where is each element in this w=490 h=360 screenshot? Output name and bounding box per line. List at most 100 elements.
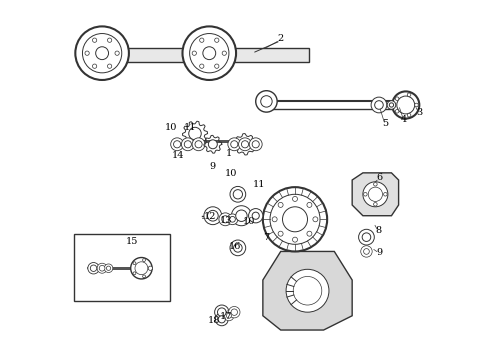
Circle shape xyxy=(104,264,113,273)
Text: 9: 9 xyxy=(376,248,382,257)
Text: 10: 10 xyxy=(225,169,238,178)
Circle shape xyxy=(230,240,245,256)
Circle shape xyxy=(199,64,204,68)
Circle shape xyxy=(293,237,297,242)
Circle shape xyxy=(364,193,367,196)
Circle shape xyxy=(215,313,228,326)
Text: 3: 3 xyxy=(416,108,422,117)
Circle shape xyxy=(190,33,229,73)
Circle shape xyxy=(278,202,283,207)
Circle shape xyxy=(286,269,329,312)
Circle shape xyxy=(222,51,226,55)
Text: 4: 4 xyxy=(401,116,407,125)
Circle shape xyxy=(272,217,277,222)
Circle shape xyxy=(362,233,371,242)
Circle shape xyxy=(240,139,250,150)
Circle shape xyxy=(143,258,146,261)
Text: 18: 18 xyxy=(207,315,220,324)
Circle shape xyxy=(231,309,238,315)
Circle shape xyxy=(226,313,231,318)
Circle shape xyxy=(395,109,399,113)
Circle shape xyxy=(387,101,396,109)
Circle shape xyxy=(313,217,318,222)
Circle shape xyxy=(192,138,205,151)
Circle shape xyxy=(395,97,399,100)
Polygon shape xyxy=(352,173,398,216)
Text: 10: 10 xyxy=(243,217,255,226)
Circle shape xyxy=(93,38,97,42)
Circle shape xyxy=(171,138,184,151)
Text: 11: 11 xyxy=(253,180,266,189)
Circle shape xyxy=(373,183,377,186)
Circle shape xyxy=(293,276,322,305)
Circle shape xyxy=(307,202,312,207)
Polygon shape xyxy=(102,48,309,62)
Circle shape xyxy=(252,212,259,219)
Text: 7: 7 xyxy=(263,233,269,242)
Circle shape xyxy=(215,64,219,68)
Text: 6: 6 xyxy=(376,173,382,182)
Circle shape xyxy=(390,103,393,107)
Circle shape xyxy=(397,96,415,114)
Circle shape xyxy=(107,38,112,42)
Circle shape xyxy=(184,141,192,148)
Circle shape xyxy=(133,272,136,275)
Circle shape xyxy=(90,265,97,271)
Circle shape xyxy=(93,64,97,68)
Circle shape xyxy=(261,96,272,107)
Circle shape xyxy=(189,127,201,140)
Circle shape xyxy=(133,262,136,265)
Circle shape xyxy=(359,229,374,245)
Circle shape xyxy=(181,138,194,151)
Circle shape xyxy=(278,231,283,236)
Circle shape xyxy=(228,138,241,151)
Circle shape xyxy=(252,141,259,148)
Circle shape xyxy=(248,208,263,223)
Circle shape xyxy=(368,187,383,202)
Circle shape xyxy=(148,266,152,270)
Circle shape xyxy=(215,38,219,42)
Circle shape xyxy=(407,93,411,96)
Circle shape xyxy=(148,267,151,270)
Circle shape xyxy=(234,244,242,252)
Circle shape xyxy=(256,91,277,112)
Text: 5: 5 xyxy=(382,119,388,128)
Circle shape xyxy=(115,51,119,55)
Circle shape xyxy=(239,138,251,151)
Circle shape xyxy=(135,262,148,275)
Circle shape xyxy=(192,51,196,55)
Circle shape xyxy=(204,207,222,225)
Circle shape xyxy=(364,249,369,254)
Circle shape xyxy=(99,265,105,271)
Circle shape xyxy=(215,305,229,319)
Text: 13: 13 xyxy=(220,216,232,225)
Text: 9: 9 xyxy=(209,162,215,171)
Text: 1: 1 xyxy=(226,149,232,158)
Circle shape xyxy=(230,186,245,202)
Circle shape xyxy=(106,266,111,270)
FancyBboxPatch shape xyxy=(74,234,170,301)
Circle shape xyxy=(182,26,236,80)
Circle shape xyxy=(224,311,234,321)
Circle shape xyxy=(227,214,238,225)
Circle shape xyxy=(263,187,327,251)
Circle shape xyxy=(75,26,129,80)
Circle shape xyxy=(208,140,218,149)
Circle shape xyxy=(207,210,218,221)
Circle shape xyxy=(270,194,320,244)
Circle shape xyxy=(199,38,204,42)
Circle shape xyxy=(218,308,226,316)
Text: 14: 14 xyxy=(172,151,184,160)
Text: 8: 8 xyxy=(375,226,382,235)
Circle shape xyxy=(230,216,235,222)
Circle shape xyxy=(82,33,122,73)
Circle shape xyxy=(384,193,387,196)
Circle shape xyxy=(375,101,383,109)
Circle shape xyxy=(85,51,89,55)
Circle shape xyxy=(307,231,312,236)
Text: 15: 15 xyxy=(126,237,138,246)
Circle shape xyxy=(143,275,146,278)
Circle shape xyxy=(203,47,216,60)
Circle shape xyxy=(219,213,232,226)
Circle shape xyxy=(173,141,181,148)
